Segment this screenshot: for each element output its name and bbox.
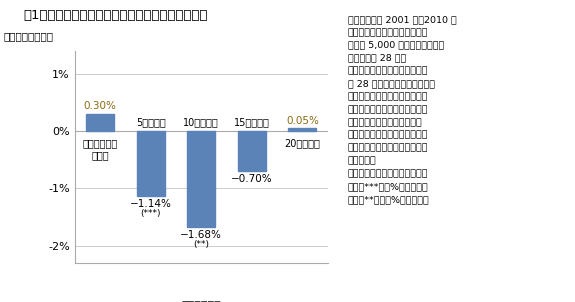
Text: (**): (**): [193, 240, 209, 249]
Text: −1.68%: −1.68%: [181, 230, 222, 240]
Bar: [289, 128, 316, 131]
Text: インシデント
発生日: インシデント 発生日: [83, 138, 118, 160]
Bar: [238, 131, 266, 171]
Bar: [137, 131, 164, 197]
Text: 10営業日後: 10営業日後: [183, 117, 219, 127]
Text: 累積異常リターン: 累積異常リターン: [4, 31, 54, 41]
Text: (***): (***): [140, 209, 161, 218]
Text: 大和総研作成: 大和総研作成: [181, 301, 221, 302]
Text: 図1　個人情報漏えいインシデントの株価への影響: 図1 個人情報漏えいインシデントの株価への影響: [23, 9, 208, 22]
Text: 0.30%: 0.30%: [84, 101, 117, 111]
Text: 0.05%: 0.05%: [286, 116, 319, 126]
Text: ・分析対象は 2001 年～2010 年
の間に新聞等で報道された漏え
い件数 5,000 件以上の漏えいイ
ンシデント 28 件。
・図中の累積異常リターンは: ・分析対象は 2001 年～2010 年 の間に新聞等で報道された漏え い件数 …: [348, 15, 457, 204]
Text: 15営業日後: 15営業日後: [234, 117, 270, 127]
Text: −1.14%: −1.14%: [130, 199, 172, 209]
Bar: [187, 131, 215, 227]
Text: −0.70%: −0.70%: [231, 174, 273, 184]
Text: 20営業日後: 20営業日後: [285, 138, 320, 148]
Text: 5営業日後: 5営業日後: [136, 117, 166, 127]
Bar: [86, 114, 114, 131]
